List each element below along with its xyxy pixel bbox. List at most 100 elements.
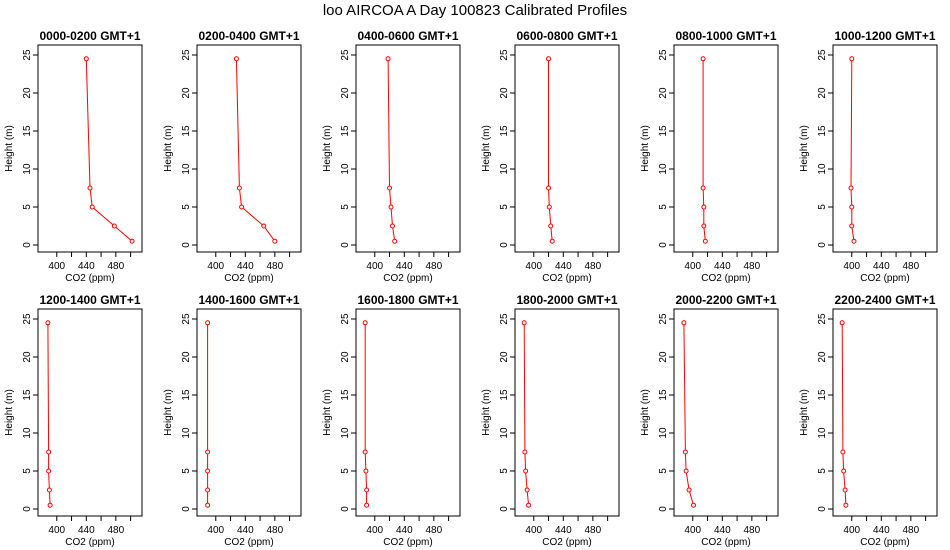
panel-title: 1600-1800 GMT+1 — [357, 293, 458, 307]
profile-point — [700, 56, 706, 62]
figure-title: loo AIRCOA A Day 100823 Calibrated Profi… — [323, 2, 627, 19]
y-tick-label: 25 — [658, 313, 669, 325]
y-tick-label: 5 — [22, 468, 33, 474]
y-tick-label: 25 — [340, 313, 351, 325]
y-tick-label: 0 — [181, 506, 192, 512]
y-tick-label: 5 — [340, 468, 351, 474]
profile-point — [364, 487, 370, 493]
y-tick-label: 10 — [340, 427, 351, 439]
y-tick-label: 20 — [658, 351, 669, 363]
x-axis-label: CO2 (ppm) — [701, 537, 750, 548]
y-tick-label: 15 — [22, 389, 33, 401]
y-tick-label: 15 — [817, 125, 828, 137]
profile-point — [363, 468, 369, 474]
x-tick-label: 480 — [267, 525, 284, 536]
x-tick-label: 400 — [48, 525, 65, 536]
y-tick-label: 20 — [499, 87, 510, 99]
panel-title: 0400-0600 GMT+1 — [357, 29, 458, 43]
panel-title: 0200-0400 GMT+1 — [198, 29, 299, 43]
y-tick-label: 25 — [817, 49, 828, 61]
x-tick-label: 400 — [366, 525, 383, 536]
y-tick-label: 20 — [340, 87, 351, 99]
panel-title: 2200-2400 GMT+1 — [834, 293, 935, 307]
y-tick-label: 25 — [340, 49, 351, 61]
plot-frame — [673, 308, 779, 517]
y-axis-label: Height (m) — [163, 389, 174, 436]
profile-point — [681, 320, 687, 326]
panel-title: 1200-1400 GMT+1 — [39, 293, 140, 307]
x-tick-label: 440 — [237, 261, 254, 272]
profile-point — [546, 204, 552, 210]
y-tick-label: 5 — [658, 468, 669, 474]
x-tick-label: 400 — [48, 261, 65, 272]
x-tick-label: 400 — [207, 525, 224, 536]
y-tick-label: 5 — [22, 204, 33, 210]
x-tick-label: 480 — [426, 525, 443, 536]
x-tick-label: 440 — [396, 261, 413, 272]
y-tick-label: 10 — [658, 427, 669, 439]
y-tick-label: 15 — [817, 389, 828, 401]
y-tick-label: 20 — [817, 351, 828, 363]
profile-point — [205, 320, 211, 326]
panel-title: 1800-2000 GMT+1 — [516, 293, 617, 307]
y-tick-label: 25 — [181, 313, 192, 325]
y-tick-label: 20 — [22, 351, 33, 363]
y-tick-label: 15 — [658, 389, 669, 401]
x-tick-label: 400 — [525, 525, 542, 536]
y-tick-label: 25 — [181, 49, 192, 61]
profile-point — [364, 502, 370, 508]
plot-frame — [196, 44, 302, 253]
x-axis-label: CO2 (ppm) — [65, 273, 114, 284]
plot-frame — [514, 44, 620, 253]
x-tick-label: 480 — [108, 261, 125, 272]
x-axis-label: CO2 (ppm) — [65, 537, 114, 548]
x-axis-label: CO2 (ppm) — [701, 273, 750, 284]
x-tick-label: 400 — [366, 261, 383, 272]
profile-point — [205, 468, 211, 474]
y-tick-label: 5 — [181, 204, 192, 210]
y-tick-label: 0 — [181, 242, 192, 248]
y-tick-label: 0 — [22, 506, 33, 512]
x-tick-label: 440 — [714, 525, 731, 536]
x-tick-label: 440 — [873, 261, 890, 272]
y-tick-label: 15 — [658, 125, 669, 137]
profile-point — [261, 223, 267, 229]
x-tick-label: 480 — [744, 525, 761, 536]
profile-point — [701, 204, 707, 210]
profile-point — [523, 468, 529, 474]
profile-point — [521, 320, 527, 326]
y-tick-label: 10 — [658, 163, 669, 175]
x-tick-label: 400 — [207, 261, 224, 272]
y-tick-label: 5 — [658, 204, 669, 210]
y-tick-label: 25 — [658, 49, 669, 61]
profile-point — [683, 468, 689, 474]
x-tick-label: 440 — [78, 525, 95, 536]
y-tick-label: 0 — [817, 506, 828, 512]
y-tick-label: 10 — [499, 163, 510, 175]
profile-point — [239, 204, 245, 210]
y-tick-label: 10 — [22, 163, 33, 175]
profile-point — [233, 56, 239, 62]
profile-point — [83, 56, 89, 62]
panel-title: 2000-2200 GMT+1 — [675, 293, 776, 307]
y-axis-label: Height (m) — [640, 125, 651, 172]
x-tick-label: 400 — [684, 261, 701, 272]
panel-title: 0800-1000 GMT+1 — [675, 29, 776, 43]
y-tick-label: 20 — [181, 351, 192, 363]
y-tick-label: 10 — [817, 163, 828, 175]
y-axis-label: Height (m) — [322, 389, 333, 436]
profile-point — [387, 185, 393, 191]
x-tick-label: 440 — [873, 525, 890, 536]
x-tick-label: 480 — [903, 261, 920, 272]
profile-point — [851, 238, 857, 244]
plot-frame — [196, 308, 302, 517]
profile-point — [702, 238, 708, 244]
